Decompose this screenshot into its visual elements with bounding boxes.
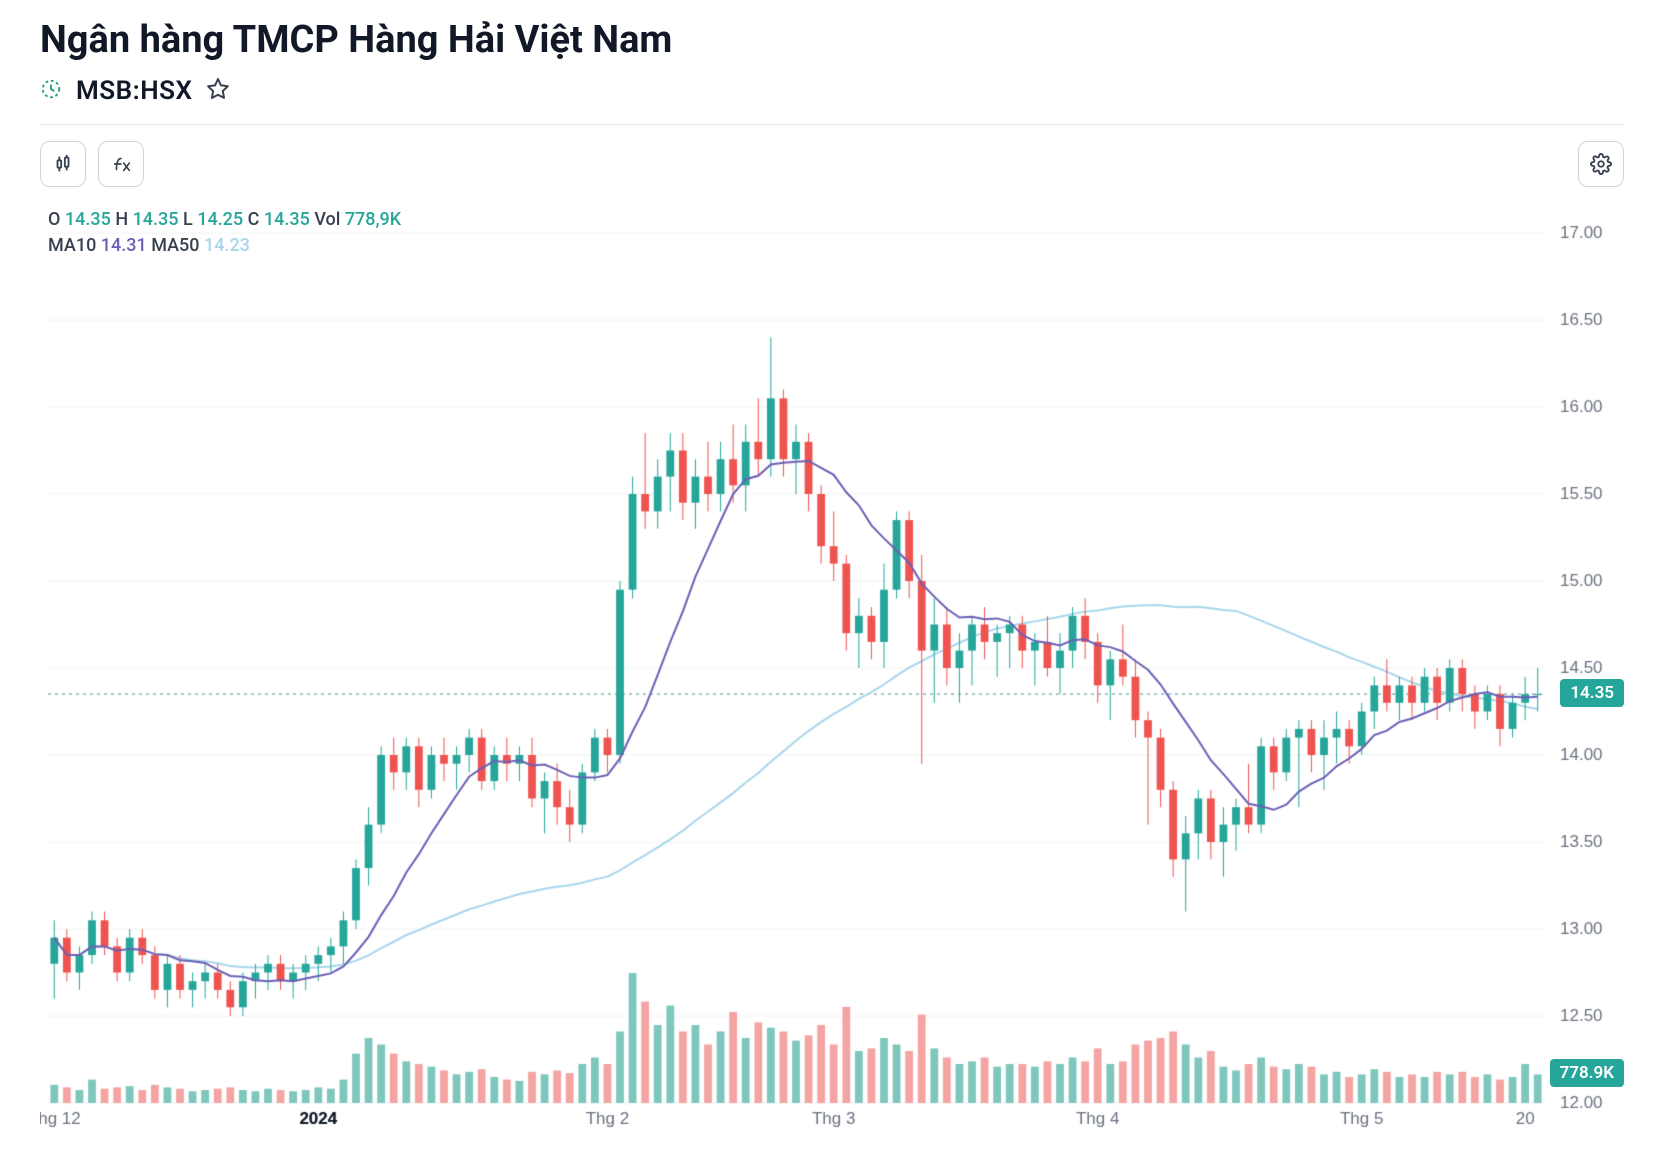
divider (40, 124, 1624, 125)
chart-area[interactable]: O 14.35 H 14.35 L 14.25 C 14.35 Vol 778,… (40, 203, 1624, 1133)
star-icon[interactable] (206, 77, 230, 105)
candlestick-button[interactable] (40, 141, 86, 187)
clock-icon (40, 78, 62, 104)
candlestick-chart (40, 203, 1624, 1133)
page-title: Ngân hàng TMCP Hàng Hải Việt Nam (40, 18, 1624, 62)
ticker-symbol: MSB:HSX (76, 76, 192, 106)
ma-readout: MA10 14.31 MA50 14.23 (48, 235, 250, 256)
last-price-badge: 14.35 (1560, 679, 1624, 707)
gear-icon[interactable] (1578, 141, 1624, 187)
last-volume-badge: 778.9K (1550, 1059, 1624, 1087)
ohlc-readout: O 14.35 H 14.35 L 14.25 C 14.35 Vol 778,… (48, 209, 401, 230)
fx-button[interactable] (98, 141, 144, 187)
